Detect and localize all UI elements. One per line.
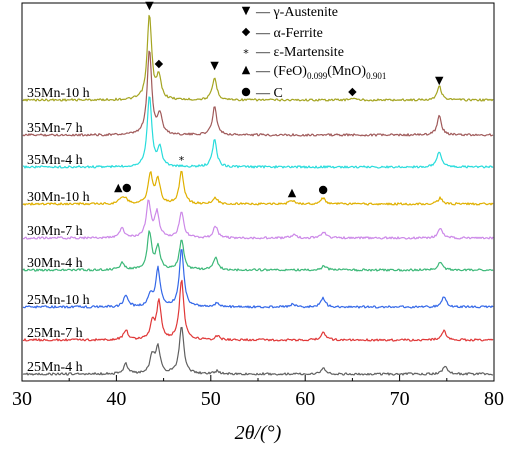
x-tick-label-30: 30 xyxy=(12,388,32,410)
legend-entry-austenite: — γ-Austenite xyxy=(255,5,338,20)
marker-circle-9 xyxy=(318,185,328,195)
x-tick-label-60: 60 xyxy=(295,388,315,410)
series-line-25mn-7h xyxy=(22,279,494,342)
series-label-25mn-4h: 25Mn-4 h xyxy=(27,360,83,375)
svg-text:*: * xyxy=(179,154,185,167)
marker-down-triangle-0 xyxy=(145,1,154,11)
series-line-25mn-4h xyxy=(22,326,494,376)
series-label-25mn-7h: 25Mn-7 h xyxy=(27,326,83,341)
x-tick-label-80: 80 xyxy=(484,388,504,410)
series-line-35mn-10h xyxy=(22,14,494,102)
legend-entry-carbon: — C xyxy=(255,86,283,101)
series-line-30mn-10h xyxy=(22,170,494,206)
series-line-25mn-10h xyxy=(22,249,494,309)
marker-diamond-3 xyxy=(348,87,357,97)
series-line-30mn-7h xyxy=(22,199,494,240)
x-axis: 30 40 50 60 70 80 xyxy=(12,375,504,410)
marker-up-triangle-6 xyxy=(114,183,123,193)
series-label-25mn-10h: 25Mn-10 h xyxy=(27,293,90,308)
series-label-30mn-7h: 30Mn-7 h xyxy=(27,224,83,239)
series-label-35mn-4h: 35Mn-4 h xyxy=(27,153,83,168)
series-line-30mn-4h xyxy=(22,230,494,272)
series-label-35mn-10h: 35Mn-10 h xyxy=(27,86,90,101)
legend-oxide-sub1: 0.099 xyxy=(307,71,328,81)
legend-oxide-mno: (MnO) xyxy=(327,64,366,79)
svg-text:*: * xyxy=(243,47,249,60)
x-tick-label-40: 40 xyxy=(106,388,126,410)
series-line-35mn-7h xyxy=(22,50,494,137)
legend-symbols: * xyxy=(241,6,251,97)
legend-oxide-sub2: 0.901 xyxy=(366,71,386,81)
legend-entry-ferrite: — α-Ferrite xyxy=(255,26,323,41)
series-label-30mn-4h: 30Mn-4 h xyxy=(27,256,83,271)
x-tick-label-50: 50 xyxy=(201,388,221,410)
x-axis-label: 2θ/(°) xyxy=(235,422,282,444)
legend-entry-martensite: — ε-Martensite xyxy=(255,45,344,60)
legend: * — γ-Austenite — α-Ferrite — ε-Martensi… xyxy=(241,5,386,101)
marker-star-5: * xyxy=(179,154,185,167)
legend-symbol-up-triangle xyxy=(241,65,251,75)
marker-circle-7 xyxy=(122,183,131,193)
trace-layer xyxy=(22,14,494,376)
legend-symbol-circle xyxy=(241,87,251,97)
series-label-35mn-7h: 35Mn-7 h xyxy=(27,121,83,136)
marker-up-triangle-8 xyxy=(287,188,297,198)
annotation-layer: * xyxy=(114,1,444,198)
legend-symbol-down-triangle xyxy=(241,6,251,16)
marker-down-triangle-4 xyxy=(435,76,444,86)
legend-symbol-diamond xyxy=(241,27,251,37)
legend-oxide-feo: — (FeO) xyxy=(255,64,307,79)
marker-diamond-1 xyxy=(154,59,164,69)
marker-down-triangle-2 xyxy=(210,61,219,71)
legend-entry-oxide: — (FeO)0.099(MnO)0.901 xyxy=(255,64,386,81)
x-tick-label-70: 70 xyxy=(390,388,410,410)
sample-label-layer: 35Mn-10 h 35Mn-7 h 35Mn-4 h 30Mn-10 h 30Mn-7… xyxy=(27,86,90,375)
series-line-35mn-4h xyxy=(22,96,494,169)
series-label-30mn-10h: 30Mn-10 h xyxy=(27,190,90,205)
legend-symbol-star: * xyxy=(243,47,249,60)
